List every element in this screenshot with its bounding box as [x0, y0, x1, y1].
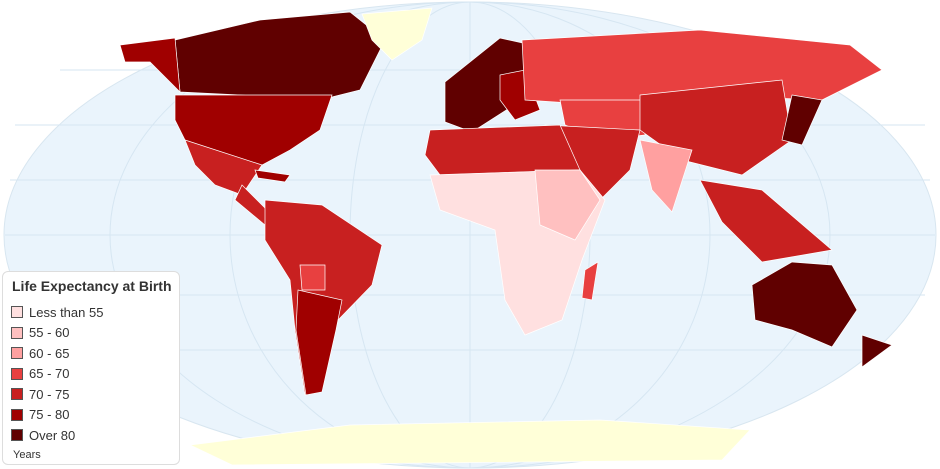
legend-label: Over 80 [29, 427, 76, 443]
legend-item[interactable]: Less than 55 [11, 302, 173, 323]
region-japan[interactable] [781, 94, 823, 146]
legend-label: 70 - 75 [29, 386, 70, 402]
legend-title: Life Expectancy at Birth [12, 278, 172, 294]
legend-label: 75 - 80 [29, 407, 70, 423]
region-east-africa[interactable] [534, 169, 601, 241]
legend-swatch [11, 306, 23, 319]
region-bolivia[interactable] [299, 264, 326, 291]
legend-label: 60 - 65 [29, 345, 70, 361]
legend-swatch [11, 367, 23, 380]
region-new-zealand[interactable] [861, 334, 893, 368]
region-india[interactable] [639, 139, 693, 213]
region-australia[interactable] [751, 261, 858, 348]
region-alaska[interactable] [119, 37, 181, 93]
region-madagascar[interactable] [581, 261, 599, 301]
region-mexico[interactable] [184, 139, 263, 196]
legend-label: Less than 55 [29, 304, 104, 320]
legend-item[interactable]: 55 - 60 [11, 323, 173, 344]
legend-swatch [11, 429, 23, 442]
legend-swatch [11, 326, 23, 339]
region-canada[interactable] [174, 11, 386, 101]
region-antarctica [188, 419, 751, 466]
legend-item[interactable]: 60 - 65 [11, 343, 173, 364]
legend-item[interactable]: Over 80 [11, 425, 173, 446]
legend-item[interactable]: 65 - 70 [11, 364, 173, 385]
legend-item[interactable]: 70 - 75 [11, 384, 173, 405]
region-southeast-asia[interactable] [699, 179, 833, 263]
legend-swatch [11, 408, 23, 421]
region-argentina-chile[interactable] [295, 289, 343, 396]
legend-label: 55 - 60 [29, 325, 70, 341]
legend-unit: Years [13, 448, 41, 461]
legend-swatch [11, 388, 23, 401]
region-eastern-europe[interactable] [499, 69, 541, 121]
legend-swatch [11, 347, 23, 360]
region-greenland[interactable] [361, 7, 433, 61]
region-usa[interactable] [174, 94, 333, 166]
region-north-africa[interactable] [424, 124, 581, 176]
legend-label: 65 - 70 [29, 366, 70, 382]
legend: Life Expectancy at Birth Less than 55 55 … [2, 271, 180, 465]
legend-item[interactable]: 75 - 80 [11, 405, 173, 426]
region-caribbean[interactable] [254, 169, 291, 183]
